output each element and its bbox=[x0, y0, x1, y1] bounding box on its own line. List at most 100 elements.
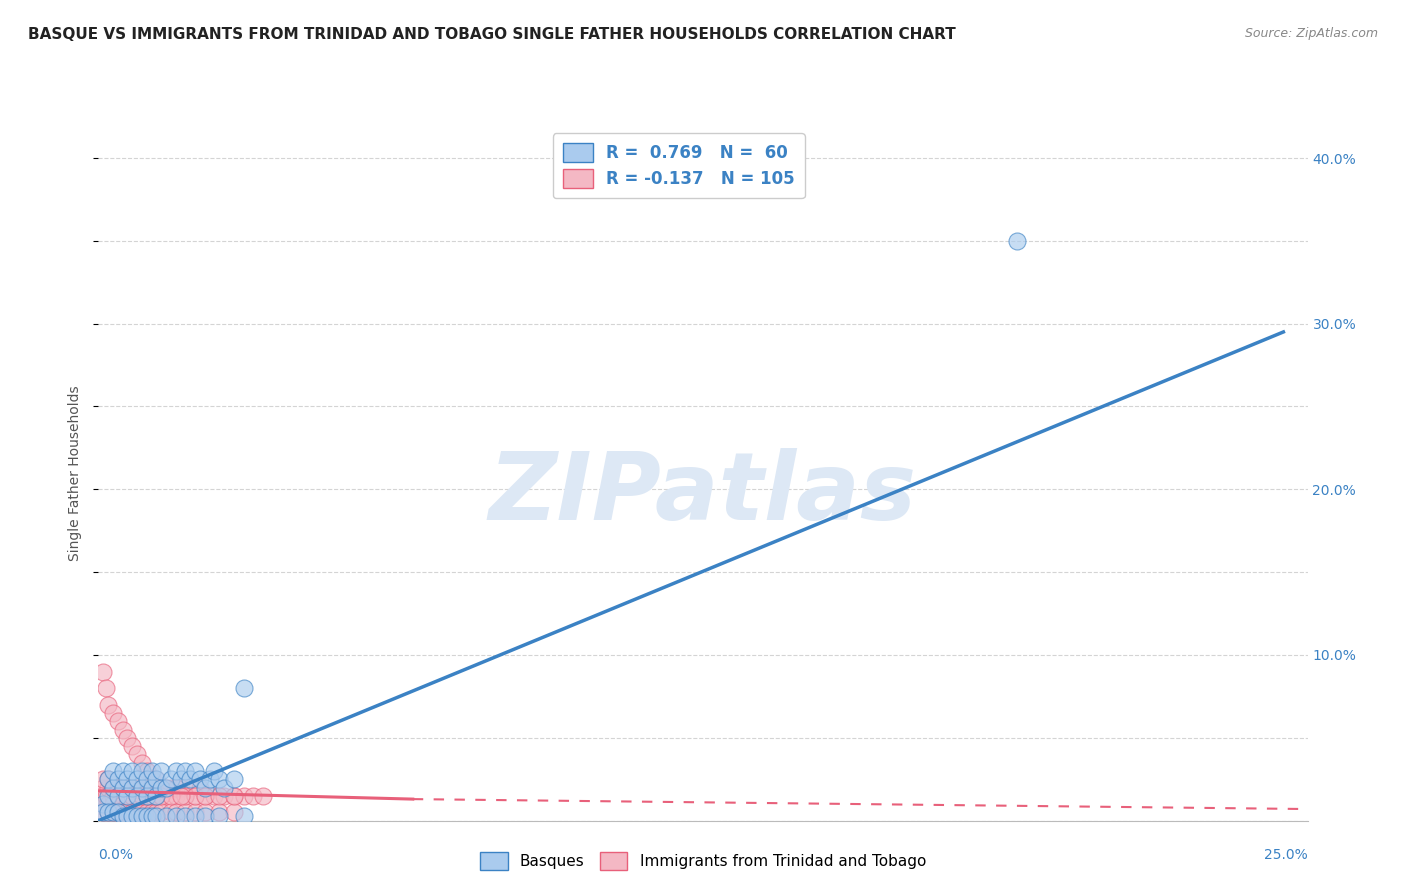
Point bbox=[127, 797, 149, 811]
Point bbox=[111, 808, 134, 822]
Point bbox=[101, 789, 124, 803]
Point bbox=[135, 789, 157, 803]
Point bbox=[204, 764, 226, 778]
Point bbox=[91, 805, 114, 820]
Point bbox=[101, 764, 124, 778]
Point bbox=[101, 780, 124, 795]
Point bbox=[117, 789, 139, 803]
Point bbox=[131, 756, 153, 770]
Point bbox=[117, 772, 139, 787]
Point bbox=[97, 805, 120, 820]
Text: Source: ZipAtlas.com: Source: ZipAtlas.com bbox=[1244, 27, 1378, 40]
Point bbox=[101, 706, 124, 720]
Text: ZIPatlas: ZIPatlas bbox=[489, 448, 917, 540]
Point bbox=[127, 789, 149, 803]
Point bbox=[121, 764, 143, 778]
Point bbox=[117, 731, 139, 745]
Point bbox=[135, 789, 157, 803]
Text: BASQUE VS IMMIGRANTS FROM TRINIDAD AND TOBAGO SINGLE FATHER HOUSEHOLDS CORRELATI: BASQUE VS IMMIGRANTS FROM TRINIDAD AND T… bbox=[28, 27, 956, 42]
Point bbox=[174, 789, 197, 803]
Point bbox=[94, 681, 117, 695]
Point bbox=[179, 780, 201, 795]
Point bbox=[127, 808, 149, 822]
Point bbox=[212, 789, 235, 803]
Point bbox=[141, 780, 163, 795]
Point bbox=[150, 764, 173, 778]
Point bbox=[107, 805, 129, 820]
Point bbox=[131, 780, 153, 795]
Point bbox=[141, 780, 163, 795]
Point bbox=[188, 772, 211, 787]
Point bbox=[160, 805, 183, 820]
Point bbox=[127, 789, 149, 803]
Point bbox=[135, 808, 157, 822]
Point bbox=[188, 780, 211, 795]
Point bbox=[145, 808, 167, 822]
Point bbox=[101, 805, 124, 820]
Point bbox=[184, 764, 207, 778]
Point bbox=[222, 805, 245, 820]
Point bbox=[131, 808, 153, 822]
Point bbox=[194, 789, 217, 803]
Point bbox=[94, 789, 117, 803]
Point bbox=[184, 805, 207, 820]
Point bbox=[145, 789, 167, 803]
Point bbox=[121, 808, 143, 822]
Point bbox=[155, 780, 177, 795]
Point bbox=[208, 789, 231, 803]
Point bbox=[145, 780, 167, 795]
Point bbox=[121, 780, 143, 795]
Point bbox=[169, 780, 191, 795]
Legend: Basques, Immigrants from Trinidad and Tobago: Basques, Immigrants from Trinidad and To… bbox=[474, 846, 932, 876]
Point bbox=[194, 780, 217, 795]
Point bbox=[155, 780, 177, 795]
Point bbox=[111, 797, 134, 811]
Point bbox=[117, 808, 139, 822]
Point bbox=[121, 780, 143, 795]
Point bbox=[135, 805, 157, 820]
Point bbox=[127, 805, 149, 820]
Point bbox=[174, 808, 197, 822]
Point bbox=[135, 789, 157, 803]
Point bbox=[121, 789, 143, 803]
Point bbox=[194, 805, 217, 820]
Text: 25.0%: 25.0% bbox=[1264, 848, 1308, 863]
Point bbox=[111, 780, 134, 795]
Point bbox=[145, 772, 167, 787]
Point bbox=[150, 780, 173, 795]
Point bbox=[174, 764, 197, 778]
Point bbox=[101, 780, 124, 795]
Point bbox=[107, 780, 129, 795]
Point bbox=[90, 789, 112, 803]
Point bbox=[145, 789, 167, 803]
Point bbox=[91, 797, 114, 811]
Point bbox=[107, 805, 129, 820]
Point bbox=[111, 805, 134, 820]
Point bbox=[141, 789, 163, 803]
Point bbox=[165, 789, 187, 803]
Point bbox=[97, 698, 120, 712]
Point bbox=[111, 764, 134, 778]
Point bbox=[150, 789, 173, 803]
Point bbox=[184, 789, 207, 803]
Point bbox=[131, 764, 153, 778]
Point bbox=[169, 789, 191, 803]
Point bbox=[117, 789, 139, 803]
Point bbox=[107, 797, 129, 811]
Point bbox=[107, 780, 129, 795]
Point bbox=[141, 789, 163, 803]
Point bbox=[135, 797, 157, 811]
Point bbox=[150, 805, 173, 820]
Point bbox=[232, 681, 254, 695]
Point bbox=[135, 780, 157, 795]
Point bbox=[117, 780, 139, 795]
Point bbox=[97, 805, 120, 820]
Point bbox=[222, 772, 245, 787]
Point bbox=[155, 808, 177, 822]
Point bbox=[141, 808, 163, 822]
Point bbox=[150, 780, 173, 795]
Point bbox=[91, 805, 114, 820]
Point bbox=[111, 723, 134, 737]
Point bbox=[174, 789, 197, 803]
Point bbox=[222, 789, 245, 803]
